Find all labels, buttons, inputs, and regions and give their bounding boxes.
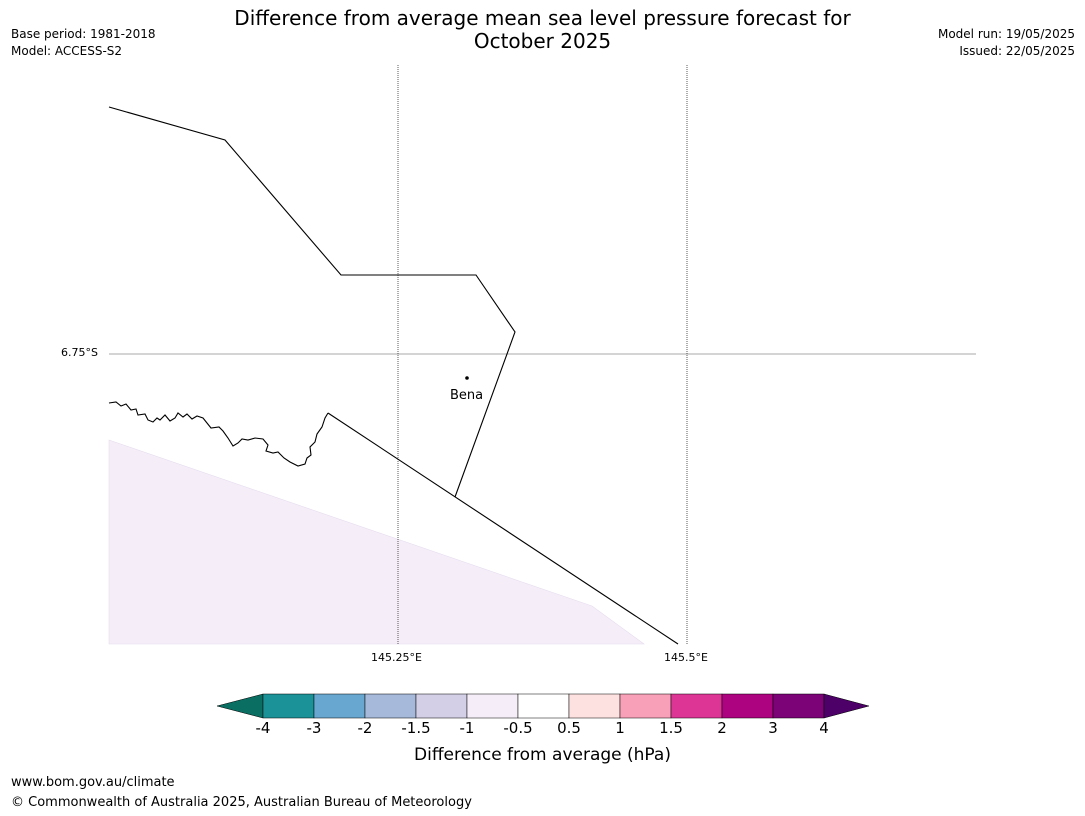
colorbar-bin [262, 693, 315, 719]
lon-label-1: 145.25°E [371, 651, 422, 664]
anomaly-shading [108, 439, 645, 645]
province-boundary-north [108, 106, 516, 498]
model-run: Model run: 19/05/2025 [937, 27, 1075, 41]
colorbar-tick-label: -4 [255, 719, 271, 737]
place-label-bena: Bena [450, 388, 484, 403]
meta-left: Base period: 1981-2018 Model: ACCESS-S2 [11, 26, 156, 60]
footer-copyright: © Commonwealth of Australia 2025, Austra… [11, 795, 472, 810]
colorbar-tick-label: 2 [717, 719, 727, 737]
colorbar-tick-label: 1.5 [659, 719, 683, 737]
colorbar-bin [619, 693, 672, 719]
river-line [108, 401, 329, 467]
base-period: Base period: 1981-2018 [11, 27, 156, 41]
colorbar-bin [415, 693, 468, 719]
colorbar-bin [772, 693, 825, 719]
footer-url: www.bom.gov.au/climate [11, 775, 175, 790]
colorbar-bin [466, 693, 519, 719]
colorbar-bin [313, 693, 366, 719]
colorbar-title: Difference from average (hPa) [414, 745, 671, 765]
colorbar-high-extension [823, 693, 870, 719]
model-name: Model: ACCESS-S2 [11, 44, 123, 58]
colorbar-tick-label: -0.5 [503, 719, 533, 737]
colorbar-bin [517, 693, 570, 719]
lon-label-2: 145.5°E [664, 651, 708, 664]
lat-label: 6.75°S [61, 346, 98, 359]
colorbar-tick-label: -1 [459, 719, 475, 737]
meta-right: Model run: 19/05/2025 Issued: 22/05/2025 [938, 26, 1075, 60]
title-line-2: October 2025 [473, 29, 612, 53]
colorbar-bin [568, 693, 621, 719]
colorbar-bin [721, 693, 774, 719]
colorbar-tick-label: 4 [819, 719, 829, 737]
colorbar-bin [670, 693, 723, 719]
colorbar-tick-label: -1.5 [401, 719, 431, 737]
colorbar-bin [364, 693, 417, 719]
colorbar-tick-label: 0.5 [557, 719, 581, 737]
colorbar-low-extension [216, 693, 264, 719]
place-marker-bena [465, 376, 469, 380]
colorbar [216, 693, 870, 719]
province-boundary-south [327, 412, 679, 645]
colorbar-tick-label: 1 [615, 719, 625, 737]
page-title: Difference from average mean sea level p… [0, 7, 1085, 53]
title-line-1: Difference from average mean sea level p… [234, 6, 851, 30]
colorbar-tick-label: -2 [357, 719, 373, 737]
colorbar-tick-label: -3 [306, 719, 322, 737]
colorbar-tick-label: 3 [768, 719, 778, 737]
issued-date: Issued: 22/05/2025 [959, 44, 1075, 58]
